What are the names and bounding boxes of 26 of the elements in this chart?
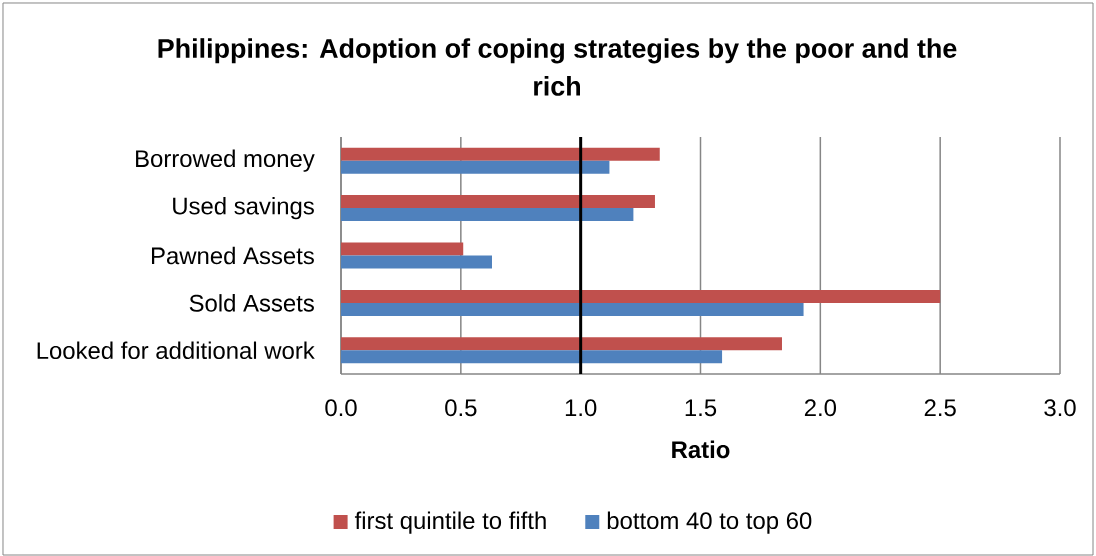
bar [341,160,610,174]
y-tick-label: Used savings [173,196,314,220]
x-tick-label: 2.5 [924,399,956,417]
legend-label: first quintile to fifth [354,511,546,534]
bar [341,255,492,269]
y-tick-label: Sold Assets [189,294,314,312]
x-tick-label: 0.0 [325,399,357,417]
bar [341,242,464,256]
x-tick-label: 3.0 [1044,399,1076,417]
chart-title: Philippines: Adoption of coping strategies by the poor and the rich [158,38,957,96]
x-tick-label: 1.0 [565,399,597,417]
y-tick-label: Pawned Assets [151,246,314,265]
bar [341,350,723,364]
bar [341,337,782,351]
y-tick-label: Looked for additional work [37,341,315,360]
y-tick-label: Borrowed money [136,149,315,172]
bar [341,195,655,209]
x-axis-title: Ratio [672,440,730,459]
legend-label: bottom 40 to top 60 [607,511,812,534]
bar [341,302,804,316]
bar [341,208,634,222]
x-tick-label: 2.0 [804,399,837,417]
x-tick-label: 1.5 [685,399,717,417]
x-tick-label: 0.5 [445,399,477,417]
bar [341,147,660,161]
bar [341,289,941,303]
